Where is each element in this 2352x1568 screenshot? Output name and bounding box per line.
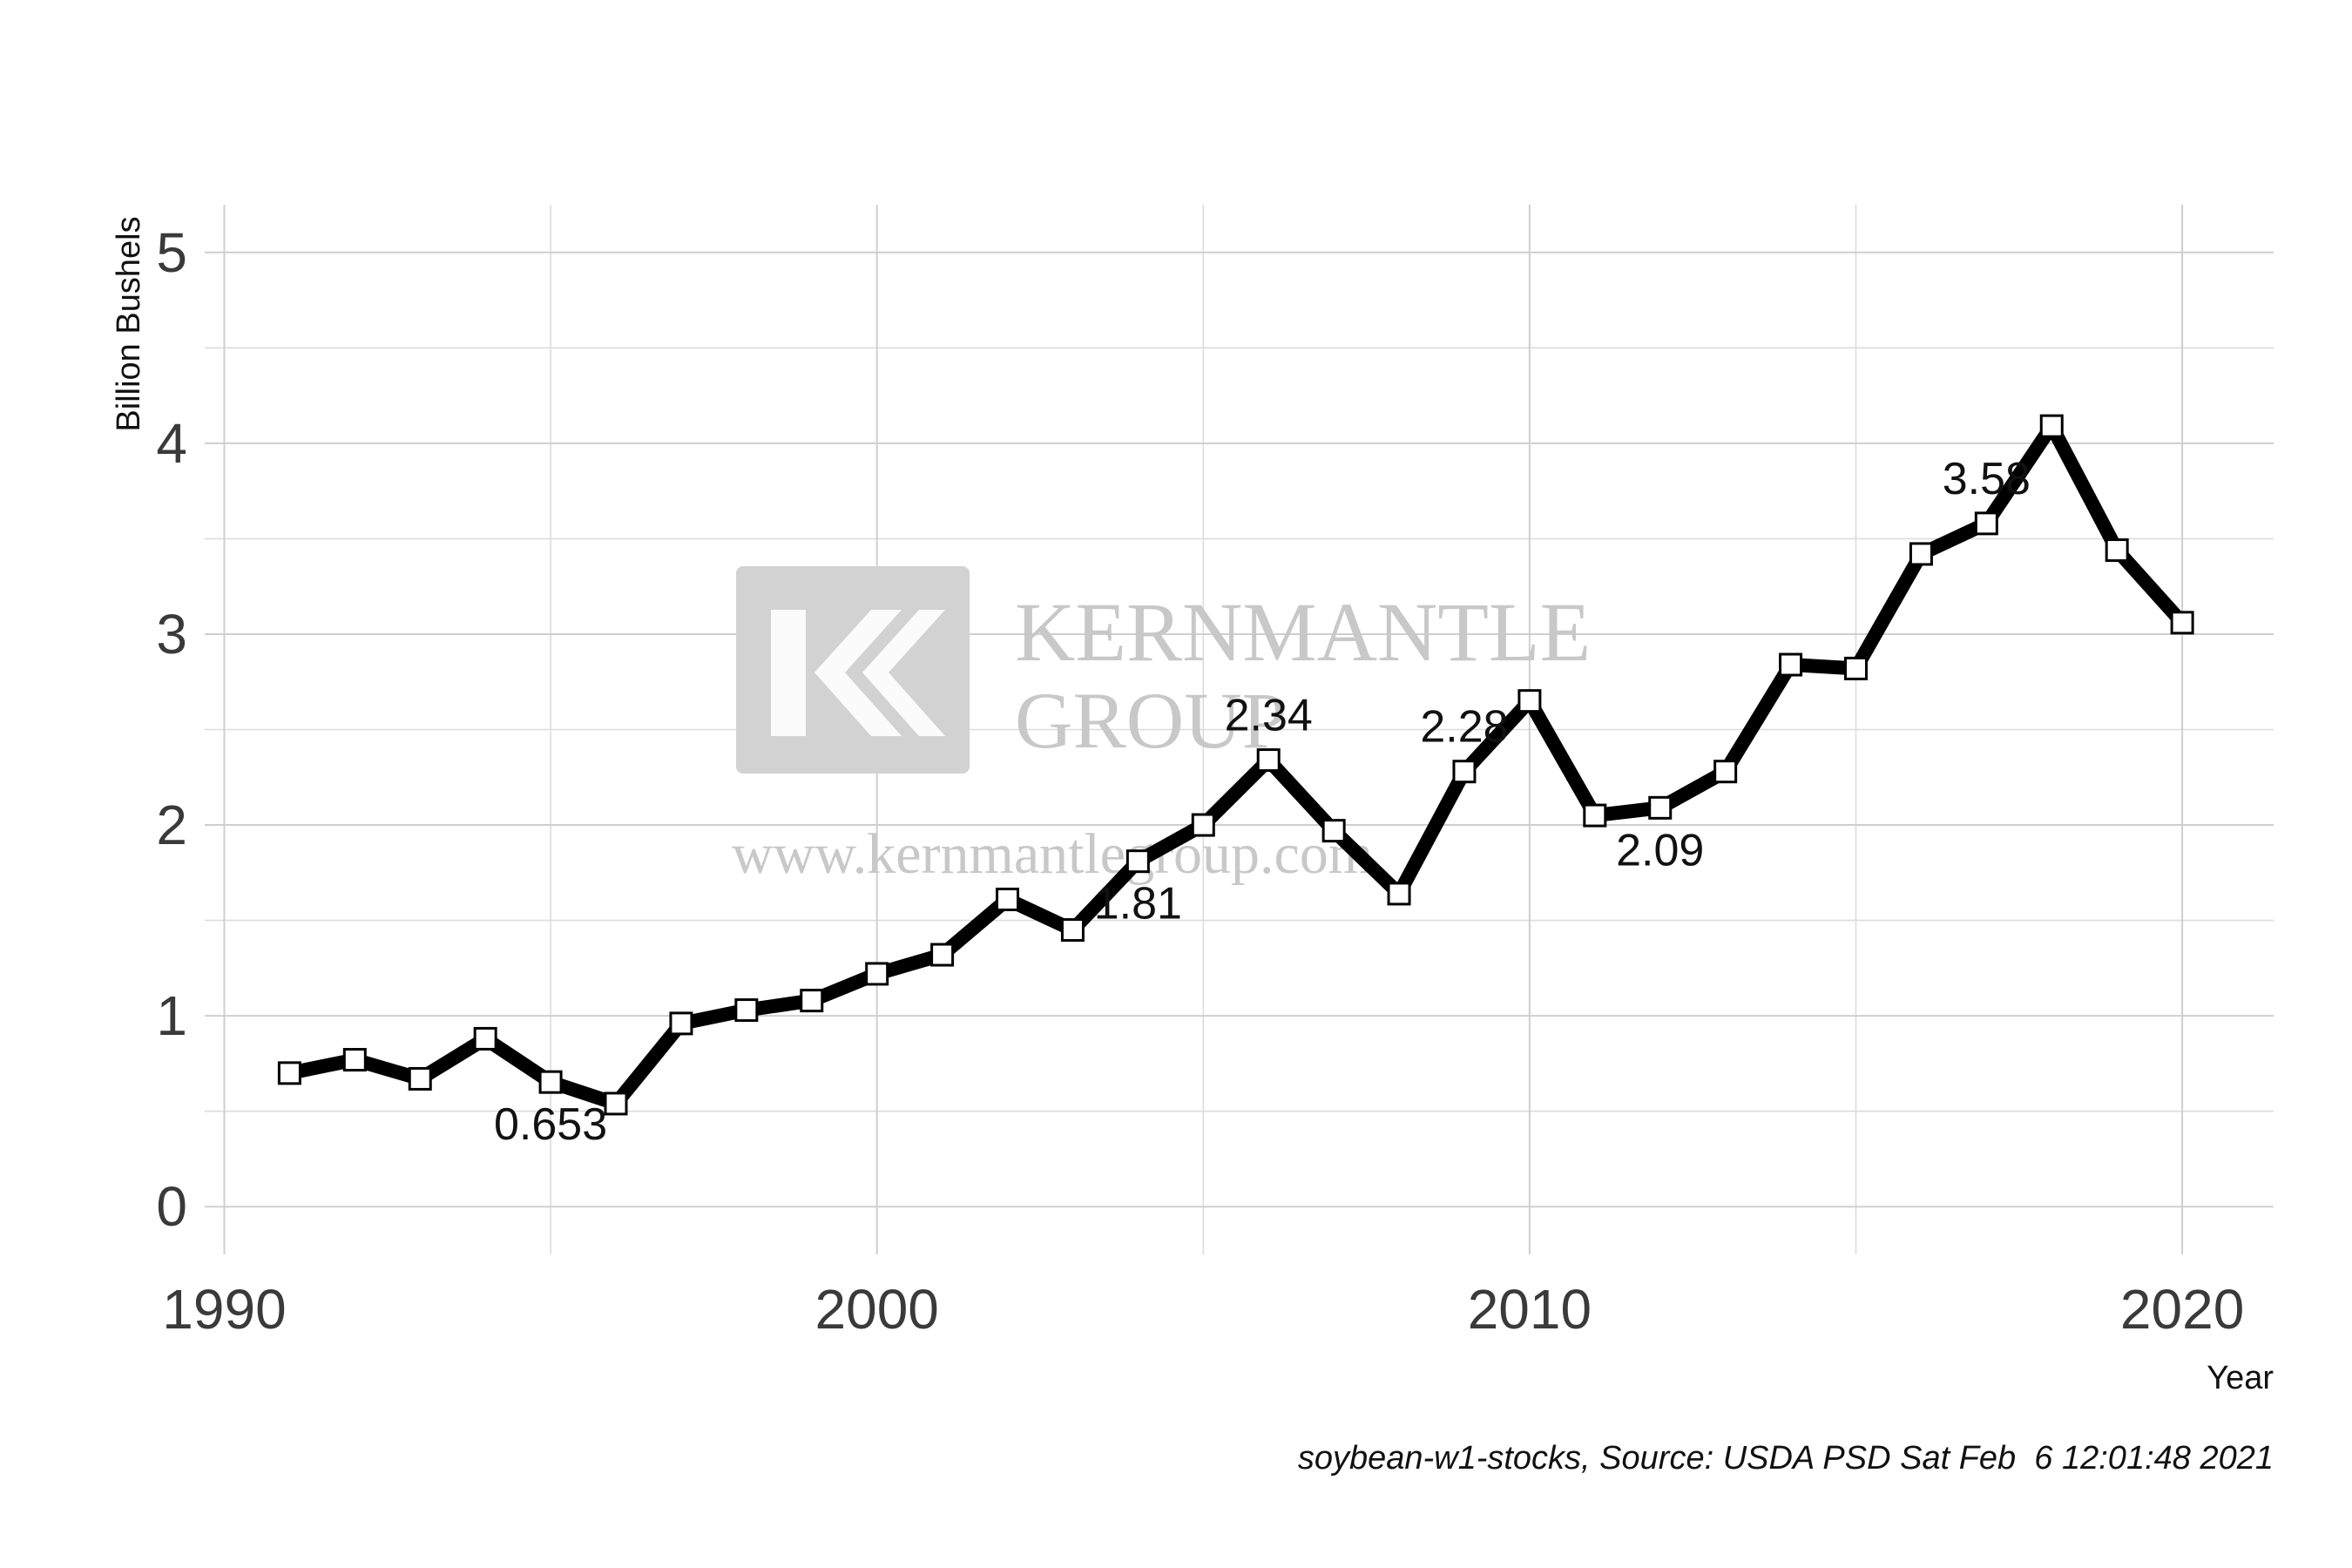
data-point xyxy=(930,943,955,967)
data-point xyxy=(1909,542,1933,566)
data-label: 2.28 xyxy=(1420,702,1508,753)
data-point xyxy=(865,962,889,986)
x-tick-label: 2000 xyxy=(815,1278,939,1341)
x-tick-label: 2010 xyxy=(1468,1278,1592,1341)
data-point xyxy=(277,1061,301,1085)
y-tick-label: 1 xyxy=(156,984,187,1047)
y-tick-label: 5 xyxy=(156,221,187,284)
data-point xyxy=(1583,803,1607,828)
data-point xyxy=(2170,611,2194,635)
data-point xyxy=(1844,656,1869,680)
watermark-logo: KERNMANTLE GROUP www.kernmantlegroup.com xyxy=(732,566,1591,886)
data-point xyxy=(669,1011,693,1036)
y-tick-label: 2 xyxy=(156,794,187,856)
data-point xyxy=(1517,689,1542,713)
data-point xyxy=(2039,414,2064,438)
data-point xyxy=(1387,882,1411,906)
data-point xyxy=(538,1070,563,1094)
data-point xyxy=(342,1048,367,1072)
grid xyxy=(205,205,2274,1254)
watermark-line1: KERNMANTLE xyxy=(1015,585,1591,679)
y-tick-label: 4 xyxy=(156,412,187,475)
data-label: 3.58 xyxy=(1943,454,2031,504)
data-point xyxy=(473,1026,497,1051)
tick-labels: 0 1 2 3 4 5 1990 2000 2010 2020 xyxy=(156,221,2244,1341)
y-axis-title: Billion Bushels xyxy=(111,216,147,431)
data-point xyxy=(408,1066,432,1091)
data-point xyxy=(1779,652,1803,677)
x-tick-label: 2020 xyxy=(2120,1278,2244,1341)
data-point xyxy=(1060,918,1085,943)
chart-caption: soybean-w1-stocks, Source: USDA PSD Sat … xyxy=(1298,1440,2274,1477)
data-point xyxy=(1648,795,1673,820)
series-line xyxy=(282,419,2190,1111)
series-polyline xyxy=(282,419,2190,1111)
data-point xyxy=(734,998,759,1023)
x-tick-label: 1990 xyxy=(162,1278,286,1341)
watermark-url: www.kernmantlegroup.com xyxy=(732,822,1373,886)
data-label: 2.34 xyxy=(1225,691,1313,741)
data-point xyxy=(1713,760,1738,784)
data-label: 0.653 xyxy=(494,1099,607,1150)
data-label: 1.81 xyxy=(1094,879,1182,929)
data-label: 2.09 xyxy=(1616,825,1704,875)
watermark-line2: GROUP xyxy=(1015,676,1287,765)
data-point xyxy=(1125,849,1150,874)
data-labels: 0.653 1.81 2.34 2.28 2.09 3.58 xyxy=(494,454,2031,1150)
data-point xyxy=(1256,748,1281,773)
x-axis-title: Year xyxy=(2207,1360,2274,1396)
data-markers xyxy=(277,414,2194,1116)
data-point xyxy=(800,989,824,1013)
data-point xyxy=(604,1092,628,1116)
data-point xyxy=(1452,760,1477,784)
data-point xyxy=(1321,819,1346,843)
y-tick-label: 0 xyxy=(156,1175,187,1238)
data-point xyxy=(1974,511,1998,536)
y-tick-label: 3 xyxy=(156,603,187,666)
data-point xyxy=(1191,813,1215,837)
data-point xyxy=(2105,538,2129,563)
data-point xyxy=(996,887,1020,911)
